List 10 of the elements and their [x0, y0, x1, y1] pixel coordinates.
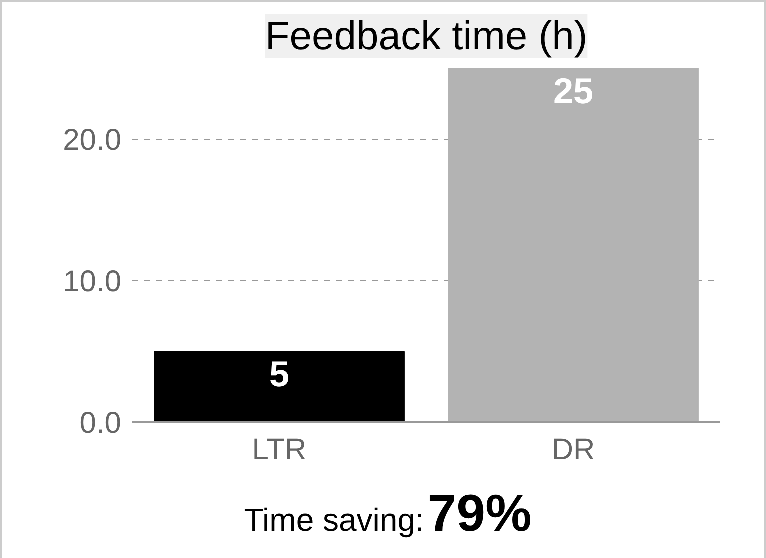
text: Time saving: [244, 502, 424, 538]
y-tick-label: 20.0 [63, 124, 122, 157]
data-label: 5 [269, 354, 290, 395]
data-label: 25 [553, 70, 594, 112]
y-tick-label: 0.0 [80, 407, 122, 440]
x-tick-label: DR [552, 434, 596, 466]
chart-title: Feedback time (h) [265, 14, 588, 58]
x-tick-label: LTR [252, 434, 307, 466]
y-tick-label: 10.0 [63, 265, 122, 298]
text: 79% [428, 485, 532, 543]
